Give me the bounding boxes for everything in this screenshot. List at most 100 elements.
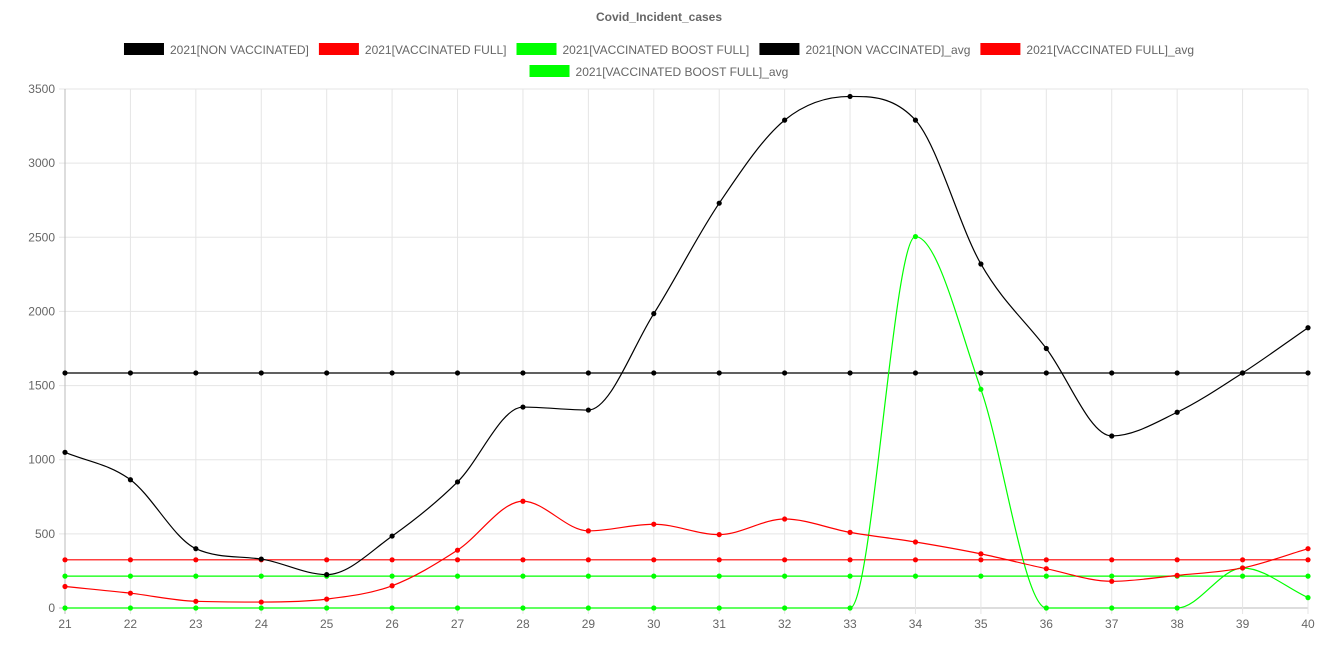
data-point[interactable] — [585, 370, 591, 376]
legend-item[interactable]: 2021[VACCINATED BOOST FULL]_avg — [529, 65, 789, 79]
data-point[interactable] — [585, 528, 591, 534]
data-point[interactable] — [193, 370, 199, 376]
data-point[interactable] — [389, 557, 395, 563]
data-point[interactable] — [585, 605, 591, 611]
data-point[interactable] — [193, 573, 199, 579]
data-point[interactable] — [716, 200, 722, 206]
data-point[interactable] — [520, 557, 526, 563]
data-point[interactable] — [389, 573, 395, 579]
data-point[interactable] — [716, 573, 722, 579]
data-point[interactable] — [585, 557, 591, 563]
data-point[interactable] — [782, 117, 788, 123]
data-point[interactable] — [716, 557, 722, 563]
data-point[interactable] — [62, 449, 68, 455]
data-point[interactable] — [193, 605, 199, 611]
data-point[interactable] — [1239, 573, 1246, 579]
data-point[interactable] — [1109, 433, 1115, 439]
data-point[interactable] — [585, 573, 591, 579]
data-point[interactable] — [782, 370, 788, 376]
data-point[interactable] — [1043, 605, 1049, 611]
data-point[interactable] — [1305, 546, 1311, 552]
data-point[interactable] — [1174, 605, 1180, 611]
data-point[interactable] — [62, 370, 68, 376]
data-point[interactable] — [324, 572, 330, 578]
data-point[interactable] — [62, 573, 68, 579]
data-point[interactable] — [454, 370, 461, 376]
data-point[interactable] — [454, 557, 461, 563]
data-point[interactable] — [389, 533, 395, 539]
data-point[interactable] — [454, 547, 461, 553]
data-point[interactable] — [454, 479, 461, 485]
data-point[interactable] — [847, 93, 853, 100]
data-point[interactable] — [389, 583, 395, 589]
data-point[interactable] — [193, 598, 199, 604]
data-point[interactable] — [1109, 605, 1115, 611]
data-point[interactable] — [324, 557, 330, 563]
data-point[interactable] — [978, 386, 984, 392]
data-point[interactable] — [1239, 565, 1246, 571]
legend-item[interactable]: 2021[VACCINATED BOOST FULL] — [516, 43, 750, 57]
data-point[interactable] — [716, 531, 722, 538]
data-point[interactable] — [1305, 557, 1311, 563]
data-point[interactable] — [1174, 370, 1180, 376]
data-point[interactable] — [520, 573, 526, 579]
data-point[interactable] — [127, 573, 134, 579]
data-point[interactable] — [193, 546, 199, 552]
data-point[interactable] — [62, 605, 68, 611]
legend-item[interactable]: 2021[NON VACCINATED] — [123, 43, 309, 57]
legend-item[interactable]: 2021[VACCINATED FULL]_avg — [980, 43, 1194, 57]
data-point[interactable] — [651, 573, 657, 579]
data-point[interactable] — [978, 551, 984, 557]
data-point[interactable] — [1305, 370, 1311, 376]
data-point[interactable] — [912, 117, 919, 123]
data-point[interactable] — [520, 370, 526, 376]
data-point[interactable] — [62, 557, 68, 563]
data-point[interactable] — [1305, 325, 1311, 331]
data-point[interactable] — [1043, 566, 1049, 572]
data-point[interactable] — [978, 557, 984, 563]
data-point[interactable] — [847, 529, 853, 535]
data-point[interactable] — [193, 557, 199, 563]
legend-item[interactable]: 2021[NON VACCINATED]_avg — [759, 43, 970, 57]
data-point[interactable] — [127, 557, 134, 563]
data-point[interactable] — [912, 573, 919, 579]
data-point[interactable] — [978, 261, 984, 267]
data-point[interactable] — [847, 573, 853, 579]
legend-item[interactable]: 2021[VACCINATED FULL] — [318, 43, 507, 57]
data-point[interactable] — [716, 605, 722, 611]
data-point[interactable] — [1174, 557, 1180, 563]
data-point[interactable] — [520, 498, 526, 504]
data-point[interactable] — [258, 599, 264, 605]
data-point[interactable] — [651, 521, 657, 527]
data-point[interactable] — [1174, 572, 1180, 578]
data-point[interactable] — [1043, 573, 1049, 579]
data-point[interactable] — [1305, 595, 1311, 601]
data-point[interactable] — [127, 477, 134, 483]
data-point[interactable] — [1043, 370, 1049, 376]
data-point[interactable] — [978, 370, 984, 376]
data-point[interactable] — [1109, 370, 1115, 376]
data-point[interactable] — [1305, 573, 1311, 579]
data-point[interactable] — [847, 605, 853, 611]
data-point[interactable] — [389, 370, 395, 376]
data-point[interactable] — [651, 311, 657, 317]
data-point[interactable] — [454, 605, 461, 611]
data-point[interactable] — [520, 404, 526, 410]
data-point[interactable] — [258, 556, 264, 562]
data-point[interactable] — [258, 605, 264, 611]
data-point[interactable] — [324, 605, 330, 611]
data-point[interactable] — [912, 233, 919, 240]
data-point[interactable] — [1239, 370, 1246, 376]
data-point[interactable] — [847, 370, 853, 376]
data-point[interactable] — [127, 590, 134, 596]
data-point[interactable] — [1239, 557, 1246, 563]
data-point[interactable] — [1109, 578, 1115, 584]
data-point[interactable] — [127, 370, 134, 376]
data-point[interactable] — [1043, 345, 1049, 352]
data-point[interactable] — [978, 573, 984, 579]
data-point[interactable] — [651, 557, 657, 563]
data-point[interactable] — [782, 605, 788, 611]
data-point[interactable] — [1109, 573, 1115, 579]
data-point[interactable] — [324, 596, 330, 602]
data-point[interactable] — [912, 370, 919, 376]
